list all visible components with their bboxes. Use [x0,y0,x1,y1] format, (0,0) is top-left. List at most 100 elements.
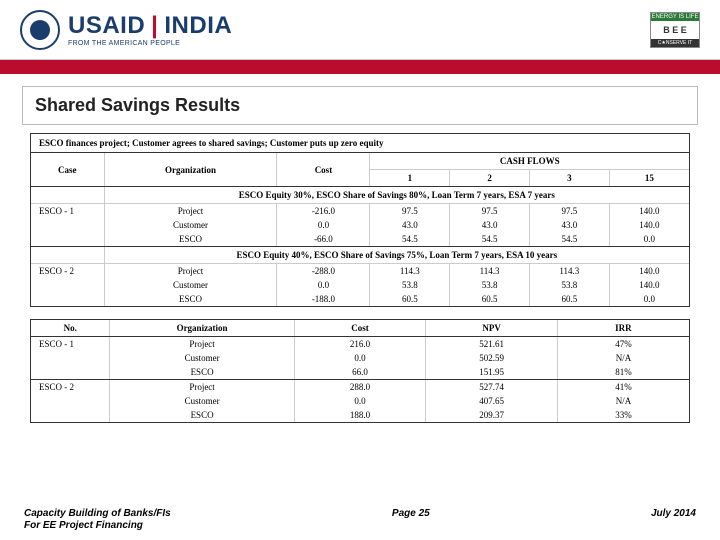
cashflow-table: ESCO finances project; Customer agrees t… [30,133,690,307]
table-cell: N/A [557,394,689,408]
table-cell: 140.0 [609,278,689,292]
table-cell: ESCO - 2 [31,264,104,279]
table-cell [31,247,104,264]
th-cashflows: CASH FLOWS [370,153,689,170]
footer-date: July 2014 [651,508,696,532]
table-cell: Customer [104,218,277,232]
table-cell: ESCO - 2 [31,380,110,395]
table-cell: 60.5 [370,292,450,306]
th-org2: Organization [110,320,294,337]
slide-title: Shared Savings Results [22,86,698,125]
table-cell: 521.61 [426,337,558,352]
table-cell: Customer [110,351,294,365]
table-cell: 288.0 [294,380,426,395]
footer-page: Page 25 [392,508,430,532]
accent-band [0,60,720,74]
table-cell: 407.65 [426,394,558,408]
table-cell: 43.0 [529,218,609,232]
table-cell: 97.5 [450,204,530,219]
table-cell: 140.0 [609,218,689,232]
table-cell: 0.0 [294,394,426,408]
brand-sub: FROM THE AMERICAN PEOPLE [68,40,232,47]
table-cell: 209.37 [426,408,558,422]
slide-footer: Capacity Building of Banks/FIs For EE Pr… [0,508,720,532]
table-cell: 60.5 [450,292,530,306]
table-cell: 216.0 [294,337,426,352]
table-cell: 33% [557,408,689,422]
table-cell: 502.59 [426,351,558,365]
table-cell: 43.0 [450,218,530,232]
table-cell: 151.95 [426,365,558,380]
table-cell: ESCO Equity 30%, ESCO Share of Savings 8… [104,187,689,204]
table-cell: 527.74 [426,380,558,395]
bee-top: ENERGY IS LIFE [651,13,699,21]
table-cell: 97.5 [370,204,450,219]
table-cell: 0.0 [277,278,370,292]
table-cell: ESCO [110,408,294,422]
table-cell: 43.0 [370,218,450,232]
th-y2: 2 [450,170,530,187]
bee-bot: C★NSERVE IT [651,39,699,47]
table-cell [31,278,104,292]
slide-header: USAID | INDIA FROM THE AMERICAN PEOPLE E… [0,0,720,60]
table-cell: 54.5 [450,232,530,247]
table-cell: 54.5 [370,232,450,247]
table-cell: 0.0 [609,292,689,306]
table-cell [31,365,110,380]
table-cell: 54.5 [529,232,609,247]
usaid-seal-icon [20,10,60,50]
table-cell: ESCO [104,292,277,306]
th-y15: 15 [609,170,689,187]
table1-caption: ESCO finances project; Customer agrees t… [31,134,689,153]
table-cell: 0.0 [609,232,689,247]
table-cell: 60.5 [529,292,609,306]
table-cell: Project [104,204,277,219]
footer-left2: For EE Project Financing [24,520,171,532]
table-cell: 114.3 [529,264,609,279]
table-cell: Project [104,264,277,279]
table-cell: N/A [557,351,689,365]
table-cell: 81% [557,365,689,380]
table-cell: -216.0 [277,204,370,219]
brand-main: USAID [68,12,145,40]
table-cell: -288.0 [277,264,370,279]
th-y3: 3 [529,170,609,187]
table-cell: 114.3 [370,264,450,279]
brand-divider: | [151,12,158,40]
th-no: No. [31,320,110,337]
table-cell: 53.8 [450,278,530,292]
table-cell: 188.0 [294,408,426,422]
table-cell: ESCO - 1 [31,204,104,219]
th-y1: 1 [370,170,450,187]
th-npv: NPV [426,320,558,337]
bee-mid: B E E [651,21,699,39]
th-cost2: Cost [294,320,426,337]
table-cell [31,351,110,365]
table-cell [31,218,104,232]
table-cell: -188.0 [277,292,370,306]
content-area: ESCO finances project; Customer agrees t… [0,133,720,423]
table-cell: ESCO [110,365,294,380]
bee-brand: ENERGY IS LIFE B E E C★NSERVE IT [650,12,700,48]
table-cell: 114.3 [450,264,530,279]
table-cell: Customer [110,394,294,408]
th-cost: Cost [277,153,370,187]
table-cell [31,394,110,408]
table-cell [31,292,104,306]
table-cell: 0.0 [294,351,426,365]
table-cell: 53.8 [529,278,609,292]
table-cell: ESCO - 1 [31,337,110,352]
table-cell: 97.5 [529,204,609,219]
table-cell: 0.0 [277,218,370,232]
th-org: Organization [104,153,277,187]
table-cell: 66.0 [294,365,426,380]
table-cell: ESCO Equity 40%, ESCO Share of Savings 7… [104,247,689,264]
table-cell: Project [110,337,294,352]
table-cell: 41% [557,380,689,395]
th-irr: IRR [557,320,689,337]
th-case: Case [31,153,104,187]
table-cell: Project [110,380,294,395]
table-cell: 47% [557,337,689,352]
table-cell: ESCO [104,232,277,247]
brand-region: INDIA [164,12,232,40]
